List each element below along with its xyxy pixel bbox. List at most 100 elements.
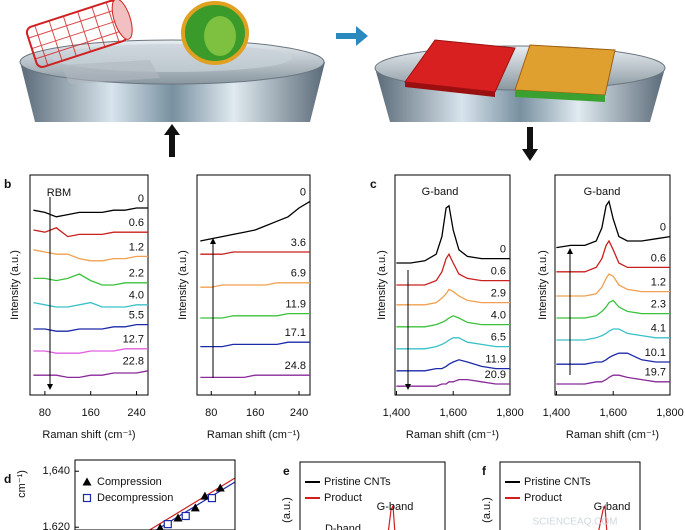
spectrum-line [396,252,510,286]
trend-arrowhead [567,248,573,254]
marker-triangle [82,477,92,486]
series-label: 0 [660,222,666,234]
annotation: G-band [594,501,631,513]
series-label: 0.6 [491,266,506,278]
legend-label: Product [324,492,362,504]
y-axis-title: cm⁻¹) [16,470,28,498]
series-label: 11.9 [485,354,506,366]
annotation: G-band [377,501,414,513]
series-label: 5.5 [129,310,144,322]
series-label: 0 [500,244,506,256]
panel-label: d [4,472,11,486]
y-axis-title: Intensity (a.u.) [177,250,189,320]
x-tick-label: 1,600 [439,407,467,419]
annotation: G-band [422,186,459,198]
illustration-right [374,39,666,122]
spectrum-line [556,374,670,385]
illustration-left [19,0,325,122]
plot-frame [499,461,641,530]
spectrum-line [396,288,510,306]
marker-square [163,520,172,529]
legend-label: Product [524,492,562,504]
x-tick-label: 160 [82,407,100,419]
marker-square [207,493,217,503]
plot-frame [299,461,446,530]
marker-triangle [190,503,200,512]
spectrum-line [33,370,149,379]
spectrum-line [556,199,671,249]
x-tick-label: 1,400 [543,407,571,419]
plot-frame [554,174,671,396]
marker-square [181,511,190,521]
marker-triangle [215,483,225,492]
y-axis-title: (a.u.) [481,497,493,523]
x-tick-label: 1,600 [599,407,627,419]
legend-label: Compression [97,476,162,488]
series-label: 6.5 [491,332,506,344]
series-label: 20.9 [485,369,506,381]
spectrum-line [556,273,670,297]
spectrum-line [200,341,310,348]
y-tick-label: 1,640 [42,465,70,477]
series-label: 19.7 [645,367,666,379]
marker-triangle [156,523,164,530]
marker-triangle [200,491,210,500]
x-tick-label: 1,800 [656,407,684,419]
y-axis-title: Intensity (a.u.) [9,250,21,320]
series-label: 2.3 [651,299,666,311]
legend-label: Pristine CNTs [524,476,591,488]
spectrum-line [396,359,510,372]
spectrum-line [556,299,670,319]
x-axis-title: Raman shift (cm⁻¹) [566,429,659,441]
spectrum-line [33,273,148,286]
series-label: 24.8 [285,360,306,372]
series-label: 0 [300,186,306,198]
panel-label: b [4,177,11,191]
series-label: 2.9 [491,288,506,300]
panel-label: c [370,177,377,191]
trend-arrowhead [47,384,53,390]
watermark: SCIENCEAQ.COM [532,517,617,528]
plot-frame [74,459,236,530]
x-axis-title: Raman shift (cm⁻¹) [406,429,499,441]
trend-arrowhead [210,238,216,244]
spectrum-line [33,348,148,354]
spectrum-line [200,282,310,288]
plot-frame [394,174,511,396]
spectrum-line [396,315,510,328]
y-axis-title: Intensity (a.u.) [537,250,549,320]
spectrum-line [33,249,148,262]
spectrum-line [33,323,148,332]
spectrum-line [33,207,148,218]
spectrum-line [396,204,510,264]
series-label: 4.0 [491,310,506,322]
y-axis-title: (a.u.) [281,497,293,523]
x-tick-label: 80 [205,407,217,419]
spectrum-line [556,239,670,273]
spectrum-line [556,328,670,341]
process-arrow [336,26,368,46]
spectra-e [387,503,396,530]
series-label: 0.6 [651,252,666,264]
series-label: 3.6 [291,237,306,249]
spectrum-line [396,337,510,350]
annotation: G-band [584,186,621,198]
series-label: 4.0 [129,290,144,302]
spectrum-line [200,251,310,255]
series-label: 12.7 [123,334,144,346]
series-label: 2.2 [129,268,144,280]
series-label: 4.1 [651,323,666,335]
trend-arrowhead [405,384,411,390]
spectrum-line [200,200,311,242]
x-tick-label: 80 [39,407,51,419]
spectrum-line [396,378,510,387]
panel-label: e [283,464,290,478]
spectrum-line [200,374,310,379]
spectrum-line [33,301,148,308]
plot-frame [29,174,149,396]
annotation: RBM [47,187,71,199]
spectrum-line [200,312,310,319]
series-label: 1.2 [651,277,666,289]
series-label: 22.8 [123,356,144,368]
